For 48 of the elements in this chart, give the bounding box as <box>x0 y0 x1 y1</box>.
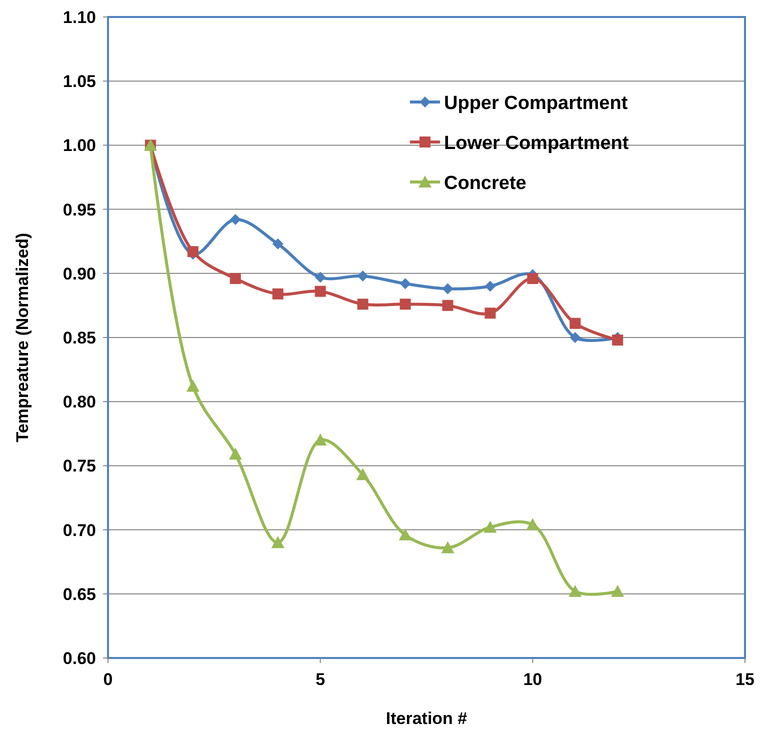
point <box>611 584 624 597</box>
point <box>272 238 284 250</box>
point <box>356 468 370 480</box>
x-tick-label: 15 <box>736 670 754 689</box>
y-tick-label: 0.60 <box>62 649 96 668</box>
point <box>314 272 326 283</box>
y-tick-label: 0.65 <box>62 584 96 604</box>
point <box>570 332 581 343</box>
point <box>271 536 284 548</box>
point <box>442 300 454 311</box>
y-tick-label: 0.70 <box>62 520 96 540</box>
point <box>526 518 540 530</box>
point <box>230 273 241 284</box>
point <box>272 288 284 300</box>
point <box>398 528 412 540</box>
point <box>570 318 581 329</box>
y-tick-label: 0.85 <box>62 328 96 348</box>
y-tick-label: 1.00 <box>62 136 96 156</box>
point <box>484 280 496 292</box>
y-tick-label: 0.95 <box>62 200 96 220</box>
point <box>484 308 496 319</box>
y-tick-label: 0.80 <box>62 392 96 412</box>
point <box>357 270 368 282</box>
legend-label: Lower Compartment <box>444 133 630 154</box>
point <box>484 520 497 533</box>
legend-label: Upper Compartment <box>444 93 628 114</box>
y-tick-label: 0.75 <box>62 456 96 476</box>
y-tick-label: 0.90 <box>62 264 96 284</box>
point <box>228 448 242 460</box>
y-tick-label: 1.05 <box>62 72 96 92</box>
point <box>441 541 454 554</box>
legend-label: Concrete <box>444 173 526 194</box>
point <box>527 273 538 284</box>
point <box>314 286 326 297</box>
point <box>230 214 241 226</box>
point <box>568 584 582 597</box>
point <box>400 298 411 310</box>
point <box>442 283 454 294</box>
x-tick-label: 5 <box>316 670 326 689</box>
x-axis-title: Iteration # <box>386 709 468 728</box>
point <box>186 380 200 392</box>
point <box>400 278 411 290</box>
y-axis-title: Tempreature (Normalized) <box>13 232 32 442</box>
point <box>357 298 368 310</box>
x-tick-label: 10 <box>523 670 542 689</box>
y-tick-label: 1.10 <box>62 8 96 27</box>
x-tick-label: 0 <box>103 670 113 689</box>
point <box>612 334 624 346</box>
